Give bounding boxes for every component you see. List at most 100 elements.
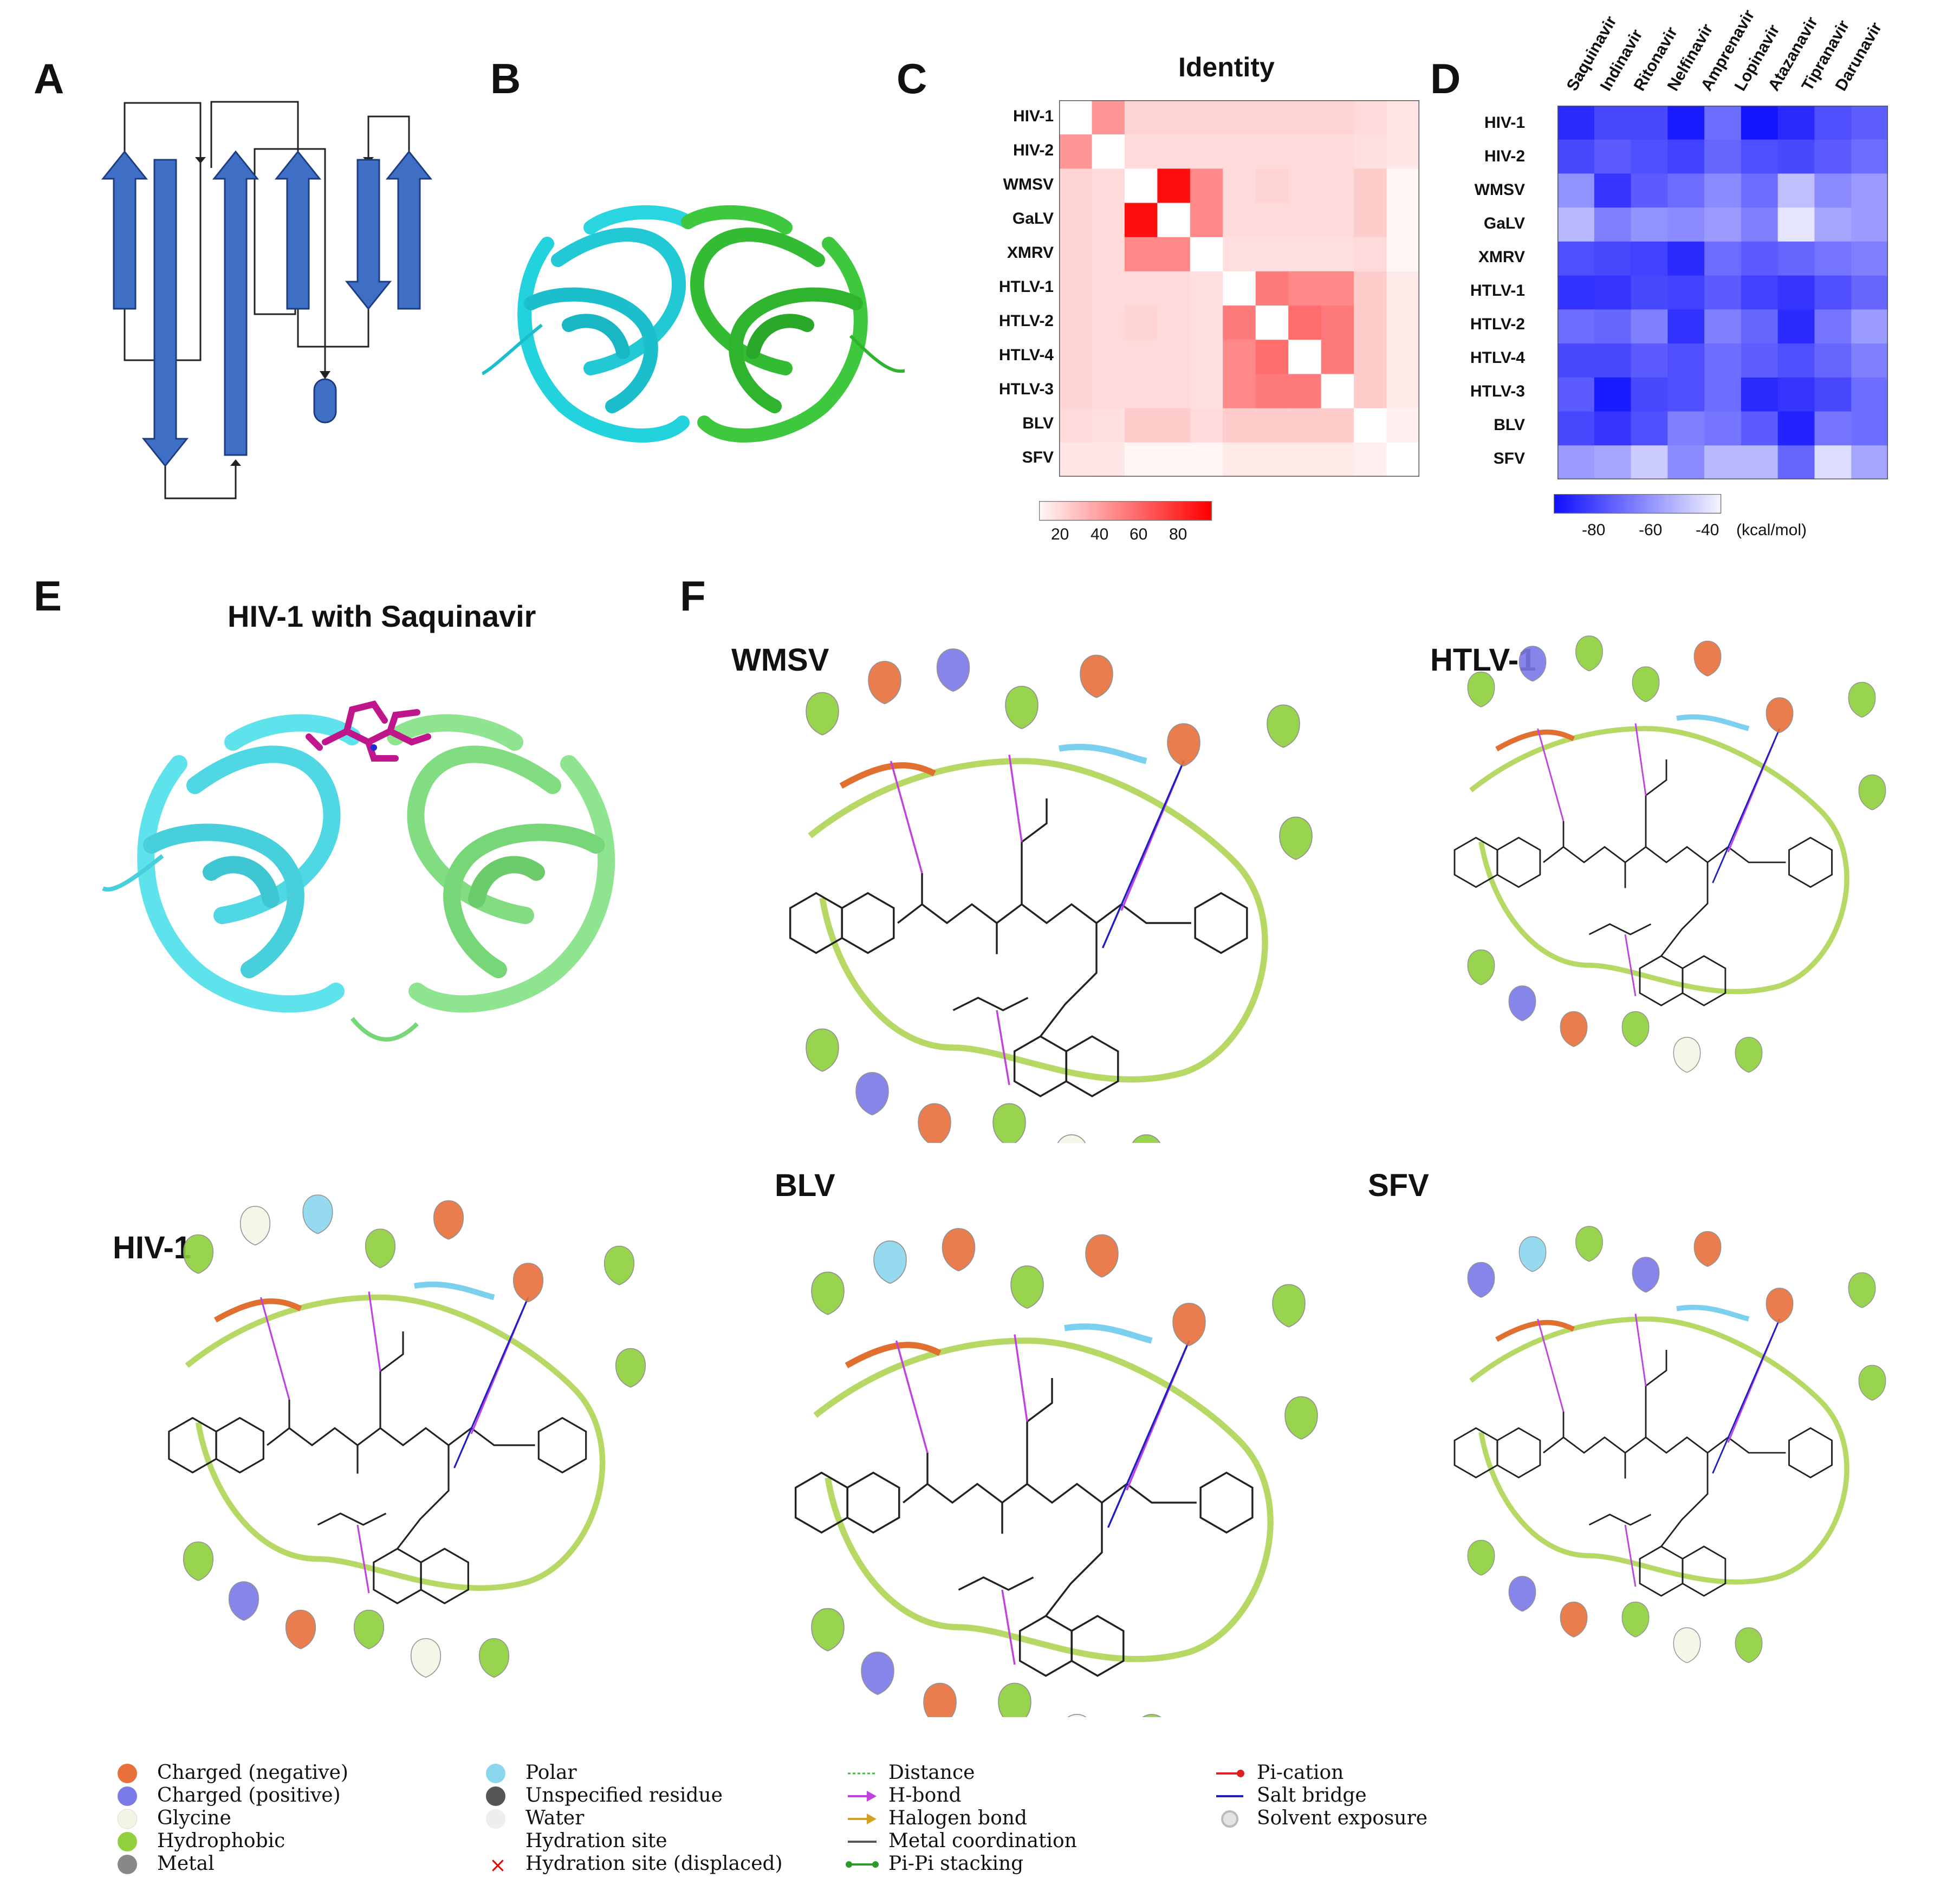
residue-marker	[1518, 1236, 1547, 1272]
identity-cell	[1059, 374, 1092, 409]
energy-cell	[1851, 411, 1888, 446]
energy-cell	[1631, 445, 1668, 479]
identity-row-label: HTLV-3	[998, 380, 1054, 398]
residue-marker	[936, 648, 970, 692]
identity-colorbar-tick: 40	[1091, 525, 1109, 543]
identity-cell	[1386, 408, 1419, 443]
identity-cell	[1157, 271, 1191, 306]
residue-marker	[1673, 1627, 1701, 1663]
identity-cell	[1288, 168, 1322, 204]
energy-cell	[1704, 207, 1742, 242]
residue-marker	[1080, 654, 1113, 698]
energy-cell	[1667, 275, 1705, 310]
identity-cell	[1288, 442, 1322, 477]
energy-cell	[1741, 275, 1779, 310]
energy-cell	[1631, 377, 1668, 412]
panel-e-title: HIV-1 with Saquinavir	[228, 599, 536, 633]
identity-cell	[1255, 442, 1289, 477]
identity-cell	[1223, 442, 1256, 477]
residue-marker	[1575, 1226, 1603, 1262]
energy-cell	[1557, 445, 1595, 479]
identity-cell	[1092, 203, 1125, 238]
panel-label-d: D	[1430, 55, 1461, 102]
identity-title: Identity	[1178, 52, 1275, 82]
energy-row-label: HIV-1	[1484, 114, 1525, 132]
energy-cell	[1594, 173, 1632, 208]
residue-marker	[1272, 1284, 1306, 1328]
energy-cell	[1667, 343, 1705, 378]
identity-cell	[1059, 306, 1092, 340]
identity-cell	[1190, 306, 1223, 340]
energy-colorbar-tick: -60	[1639, 521, 1663, 539]
energy-cell	[1777, 309, 1815, 344]
residue-marker	[512, 1263, 544, 1303]
identity-cell	[1354, 374, 1387, 409]
residue-marker	[811, 1271, 845, 1315]
energy-cell	[1777, 275, 1815, 310]
legend-label: Metal coordination	[888, 1830, 1077, 1852]
identity-cell	[1092, 271, 1125, 306]
identity-cell	[1386, 203, 1419, 238]
identity-cell	[1288, 340, 1322, 374]
interaction-diagram-hiv1	[168, 1194, 646, 1678]
identity-cell	[1190, 100, 1223, 135]
energy-cell	[1704, 411, 1742, 446]
identity-row-label: HTLV-2	[998, 312, 1054, 330]
identity-cell	[1321, 374, 1354, 409]
identity-cell	[1092, 374, 1125, 409]
energy-cell	[1851, 275, 1888, 310]
energy-cell	[1704, 275, 1742, 310]
residue-marker	[615, 1348, 646, 1388]
energy-cell	[1667, 377, 1705, 412]
identity-row-label: HTLV-1	[998, 278, 1054, 296]
residue-marker	[1067, 1714, 1087, 1717]
identity-cell	[1124, 237, 1158, 272]
identity-cell	[1157, 100, 1191, 135]
energy-cell	[1667, 411, 1705, 446]
energy-row-label: SFV	[1493, 450, 1525, 467]
energy-cell	[1851, 309, 1888, 344]
legend-label: Hydrophobic	[157, 1830, 285, 1852]
energy-cell	[1631, 207, 1668, 242]
saquinavir-structure	[1453, 759, 1833, 1006]
identity-cell	[1059, 134, 1092, 169]
legend-label: Charged (negative)	[157, 1762, 348, 1784]
energy-cell	[1851, 343, 1888, 378]
residue-marker	[1693, 1231, 1722, 1267]
identity-cell	[1288, 134, 1322, 169]
residue-marker	[365, 1229, 396, 1269]
energy-colorbar-tick: -80	[1582, 521, 1606, 539]
identity-cell	[1190, 408, 1223, 443]
energy-cell	[1557, 343, 1595, 378]
identity-cell	[1190, 442, 1223, 477]
energy-cell	[1594, 275, 1632, 310]
residue-marker	[433, 1200, 464, 1240]
residue-marker	[410, 1638, 442, 1678]
energy-cell	[1667, 309, 1705, 344]
identity-cell	[1255, 306, 1289, 340]
energy-cell	[1594, 207, 1632, 242]
energy-cell	[1777, 445, 1815, 479]
residue-marker	[855, 1072, 889, 1116]
energy-row-label: HTLV-3	[1470, 382, 1525, 400]
residue-marker	[1467, 671, 1495, 707]
identity-cell	[1321, 408, 1354, 443]
legend-label: Metal	[157, 1853, 215, 1875]
energy-cell	[1704, 106, 1742, 140]
identity-cell	[1223, 100, 1256, 135]
energy-cell	[1594, 343, 1632, 378]
residue-marker	[1132, 1134, 1161, 1143]
energy-cell	[1741, 139, 1779, 174]
identity-row-label: BLV	[1022, 414, 1054, 432]
identity-cell	[1190, 203, 1223, 238]
energy-cell	[1777, 377, 1815, 412]
energy-cell	[1594, 241, 1632, 276]
identity-cell	[1255, 100, 1289, 135]
energy-cell	[1704, 377, 1742, 412]
energy-cell	[1667, 173, 1705, 208]
identity-cell	[1124, 340, 1158, 374]
energy-cell	[1741, 377, 1779, 412]
residue-marker	[1693, 640, 1722, 677]
identity-cell	[1157, 203, 1191, 238]
energy-cell	[1631, 139, 1668, 174]
